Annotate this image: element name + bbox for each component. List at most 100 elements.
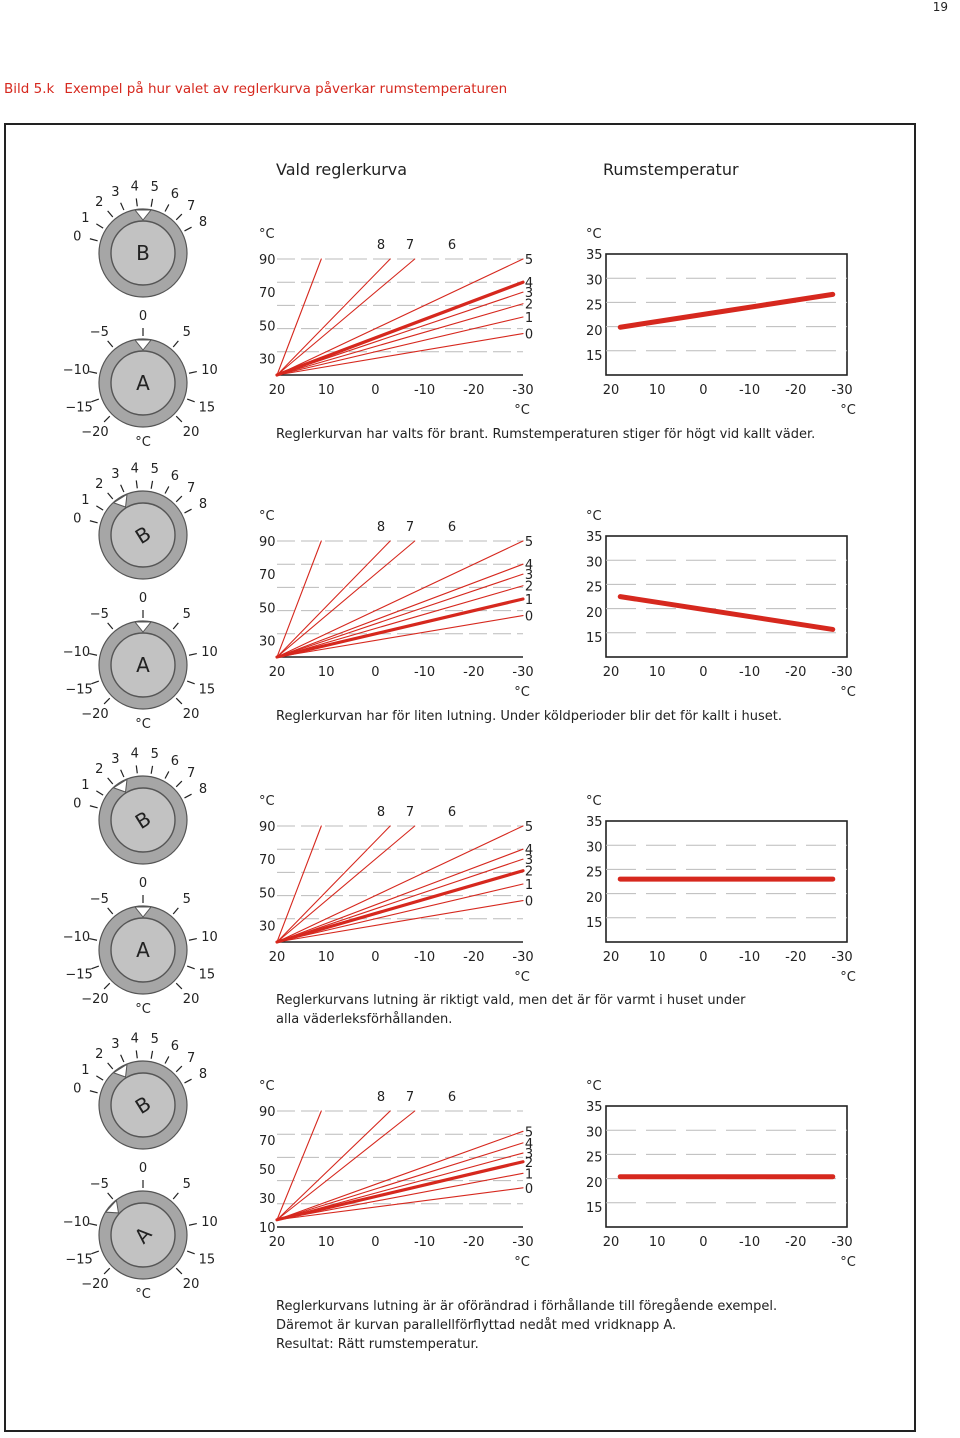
lower-dial-scale-tick [175, 415, 183, 423]
curve-line-8 [276, 258, 416, 376]
lower-dial-scale-tick-label: 0 [139, 309, 147, 324]
curve-label-6: 6 [448, 238, 456, 253]
curve-x-tick: 20 [269, 950, 286, 965]
curve-x-tick: 20 [269, 665, 286, 680]
curve-line-7 [276, 825, 391, 943]
curve-label-2: 2 [525, 865, 533, 880]
dial-a-letter: A [136, 938, 150, 962]
lower-dial-scale-tick-label: −5 [90, 1177, 109, 1192]
room-x-tick: -10 [739, 950, 760, 965]
upper-dial-scale-tick [96, 1075, 104, 1081]
curve-x-tick: -20 [463, 665, 484, 680]
lower-dial-scale-tick-label: −20 [81, 992, 108, 1007]
curve-line-5 [276, 540, 524, 658]
lower-dial-scale-tick [91, 680, 100, 685]
upper-dial-scale-tick [96, 790, 104, 796]
lower-dial-scale-tick-label: 15 [199, 967, 216, 982]
curve-label-4: 4 [525, 1137, 533, 1152]
curve-chart-header: Vald reglerkurva [276, 160, 407, 179]
room-x-tick: 10 [649, 665, 666, 680]
curve-label-7: 7 [406, 520, 414, 535]
dial-a-knob [110, 917, 176, 983]
upper-dial-scale-tick-label: 7 [187, 1051, 195, 1066]
example-caption-line: Däremot är kurvan parallellförflyttad ne… [276, 1318, 676, 1333]
curve-x-tick: -20 [463, 950, 484, 965]
room-y-tick: 20 [586, 606, 603, 621]
curve-chart-unit: °C [259, 794, 275, 809]
dial-b-knob [110, 220, 176, 286]
upper-dial-scale-tick [164, 486, 170, 494]
curve-x-tick: 0 [371, 383, 379, 398]
dial-b-pointer [133, 209, 153, 221]
curve-label-1: 1 [525, 593, 533, 608]
room-y-tick: 15 [586, 349, 603, 364]
room-x-tick: 0 [699, 950, 707, 965]
curve-label-0: 0 [525, 895, 533, 910]
lower-dial-scale-tick [103, 415, 111, 423]
lower-dial-scale-tick [107, 340, 114, 348]
room-chart: °C 35 30 25 20 15 20 10 0 -10 -20 -30 °C [586, 227, 856, 418]
room-temperature-line [617, 291, 836, 330]
lower-dial-scale-tick [89, 652, 98, 656]
upper-dial-scale-tick-label: 3 [111, 752, 119, 767]
curve-x-tick: -20 [463, 1235, 484, 1250]
dial-b: B [98, 208, 188, 298]
curve-label-1: 1 [525, 311, 533, 326]
room-chart-unit: °C [586, 509, 602, 524]
room-x-tick: -20 [785, 1235, 806, 1250]
curve-line-7 [276, 540, 391, 658]
upper-dial-scale-tick-label: 1 [81, 778, 89, 793]
lower-dial-scale-tick [107, 1192, 114, 1200]
curve-label-1: 1 [525, 1167, 533, 1182]
room-y-tick: 30 [586, 555, 603, 570]
curve-line-3 [276, 858, 524, 943]
lower-dial-scale-tick-label: 20 [183, 707, 200, 722]
lower-dial-scale-tick-label: 5 [183, 607, 191, 622]
room-y-tick: 30 [586, 1125, 603, 1140]
curve-line-5 [276, 1130, 524, 1221]
curve-x-tick: -10 [414, 950, 435, 965]
lower-dial-scale-tick [175, 1267, 183, 1275]
curve-y-tick: 90 [259, 820, 276, 835]
room-x-tick: -10 [739, 383, 760, 398]
upper-dial-scale-tick-label: 6 [171, 1039, 179, 1054]
room-x-tick: -20 [785, 950, 806, 965]
lower-dial-scale-tick [91, 965, 100, 970]
curve-label-5: 5 [525, 253, 533, 268]
upper-dial-scale-tick-label: 0 [73, 511, 81, 526]
upper-dial-scale-tick [89, 805, 98, 809]
curve-label-8: 8 [377, 805, 385, 820]
curve-x-tick: -30 [512, 383, 533, 398]
example-caption-line: Reglerkurvans lutning är är oförändrad i… [276, 1299, 777, 1314]
curve-x-unit: °C [514, 1255, 530, 1270]
curve-line-6 [276, 1110, 322, 1221]
curve-label-8: 8 [377, 520, 385, 535]
curve-x-unit: °C [514, 970, 530, 985]
curve-label-0: 0 [525, 610, 533, 625]
room-x-unit: °C [840, 685, 856, 700]
upper-dial-scale-tick [135, 198, 138, 207]
curve-label-6: 6 [448, 520, 456, 535]
curve-label-8: 8 [377, 1090, 385, 1105]
room-y-tick: 35 [586, 1100, 603, 1115]
upper-dial-scale-tick-label: 8 [199, 215, 207, 230]
room-y-tick: 25 [586, 299, 603, 314]
room-x-tick: -30 [831, 950, 852, 965]
lower-dial-scale-tick [175, 697, 183, 705]
upper-dial-scale-tick-label: 7 [187, 199, 195, 214]
dial-b: B [98, 490, 188, 580]
upper-dial-scale-tick-label: 6 [171, 187, 179, 202]
room-chart-frame [605, 820, 848, 943]
room-x-tick: -20 [785, 665, 806, 680]
upper-dial-scale-tick-label: 2 [95, 762, 103, 777]
curve-y-tick: 30 [259, 919, 276, 934]
curve-label-1: 1 [525, 878, 533, 893]
figure-title: Exempel på hur valet av reglerkurva påve… [64, 81, 508, 97]
lower-dial-scale-tick-label: 20 [183, 992, 200, 1007]
curve-y-tick: 70 [259, 853, 276, 868]
upper-dial-scale-tick [184, 1078, 192, 1084]
upper-dial-scale-tick-label: 2 [95, 1047, 103, 1062]
